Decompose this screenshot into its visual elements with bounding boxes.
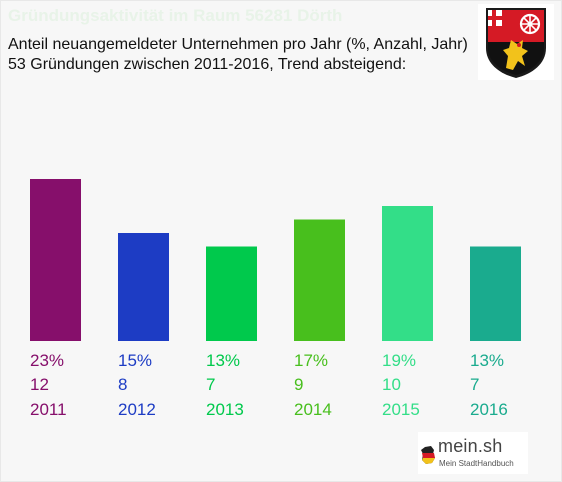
count-label-2016: 7 bbox=[470, 375, 479, 394]
percent-label-2013: 13% bbox=[206, 351, 240, 370]
count-label-2015: 10 bbox=[382, 375, 401, 394]
year-label-2014: 2014 bbox=[294, 400, 332, 419]
bar-2014 bbox=[294, 219, 345, 341]
year-label-2013: 2013 bbox=[206, 400, 244, 419]
chart-subtitle: Anteil neuangemeldeter Unternehmen pro J… bbox=[8, 35, 468, 75]
percent-label-2015: 19% bbox=[382, 351, 416, 370]
count-label-2014: 9 bbox=[294, 375, 303, 394]
subtitle-line-2: 53 Gründungen zwischen 2011-2016, Trend … bbox=[8, 56, 407, 73]
chart-title: Gründungsaktivität im Raum 56281 Dörth bbox=[8, 6, 343, 25]
year-label-2016: 2016 bbox=[470, 400, 508, 419]
bar-2016 bbox=[470, 246, 521, 341]
logo-wordmark: mein.sh bbox=[438, 436, 503, 456]
mein-sh-logo: mein.sh Mein StadtHandbuch bbox=[418, 432, 528, 474]
year-label-2012: 2012 bbox=[118, 400, 156, 419]
rhineland-palatinate-coat-of-arms-icon bbox=[478, 4, 554, 80]
percent-label-2014: 17% bbox=[294, 351, 328, 370]
year-label-2015: 2015 bbox=[382, 400, 420, 419]
count-label-2011: 12 bbox=[30, 375, 49, 394]
percent-label-2012: 15% bbox=[118, 351, 152, 370]
bar-2013 bbox=[206, 246, 257, 341]
bar-2015 bbox=[382, 206, 433, 341]
germany-flag-icon bbox=[421, 446, 435, 464]
percent-label-2011: 23% bbox=[30, 351, 64, 370]
percent-label-2016: 13% bbox=[470, 351, 504, 370]
count-label-2013: 7 bbox=[206, 375, 215, 394]
bar-2011 bbox=[30, 179, 81, 341]
logo-tagline: Mein StadtHandbuch bbox=[439, 459, 514, 468]
bar-2012 bbox=[118, 233, 169, 341]
year-label-2011: 2011 bbox=[30, 400, 67, 419]
count-label-2012: 8 bbox=[118, 375, 127, 394]
subtitle-line-1: Anteil neuangemeldeter Unternehmen pro J… bbox=[8, 36, 468, 53]
